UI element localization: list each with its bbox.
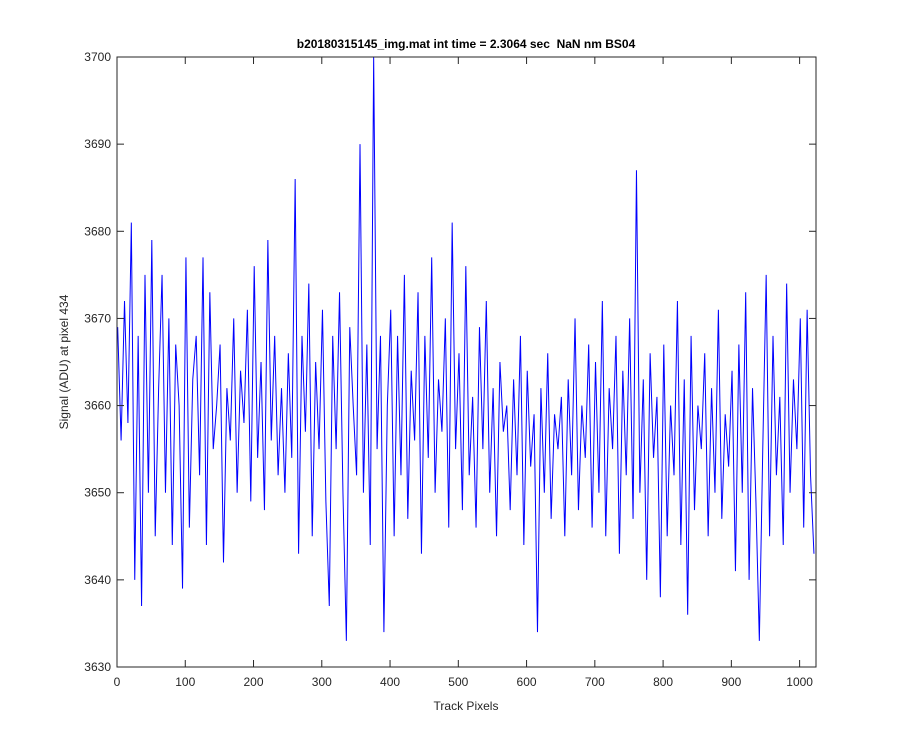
y-tick-label: 3680 — [84, 224, 111, 238]
x-axis-label: Track Pixels — [434, 699, 499, 713]
x-tick-label: 0 — [114, 675, 121, 689]
chart-title: b20180315145_img.mat int time = 2.3064 s… — [297, 37, 636, 51]
x-tick-label: 100 — [175, 675, 195, 689]
y-tick-label: 3690 — [84, 137, 111, 151]
data-line — [117, 56, 815, 641]
y-axis-label: Signal (ADU) at pixel 434 — [57, 294, 71, 429]
x-tick-label: 400 — [380, 675, 400, 689]
x-tick-label: 700 — [585, 675, 605, 689]
y-tick-label: 3660 — [84, 399, 111, 413]
x-tick-label: 1000 — [786, 675, 813, 689]
y-tick-label: 3630 — [84, 660, 111, 674]
x-tick-label: 900 — [721, 675, 741, 689]
y-tick-label: 3700 — [84, 50, 111, 64]
x-tick-label: 500 — [448, 675, 468, 689]
plot-frame — [116, 56, 817, 668]
y-tick-label: 3640 — [84, 573, 111, 587]
x-tick-label: 300 — [312, 675, 332, 689]
x-tick-label: 800 — [653, 675, 673, 689]
y-tick-label: 3650 — [84, 486, 111, 500]
x-tick-label: 200 — [244, 675, 264, 689]
y-tick-label: 3670 — [84, 311, 111, 325]
x-tick-label: 600 — [517, 675, 537, 689]
